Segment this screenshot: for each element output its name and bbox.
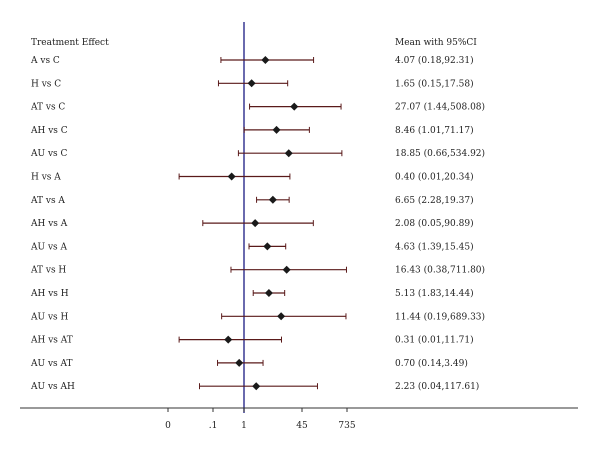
mean-marker (277, 312, 286, 321)
row-estimate-text: 0.70 (0.14,3.49) (395, 358, 468, 369)
row-label: AU vs H (30, 312, 69, 322)
row-label: AU vs C (30, 149, 68, 159)
mean-marker (235, 358, 244, 367)
left-header: Treatment Effect (31, 38, 109, 48)
mean-marker (261, 56, 270, 64)
x-tick-label: 0 (165, 421, 171, 431)
x-axis: 0 .1 1 45 735 (20, 407, 578, 431)
forest-row: AU vs AT 0.70 (0.14,3.49) (30, 358, 468, 369)
mean-marker (263, 242, 272, 251)
row-estimate-text: 2.23 (0.04,117.61) (395, 381, 479, 392)
row-label: AH vs A (30, 219, 68, 229)
row-estimate-text: 1.65 (0.15,17.58) (395, 78, 474, 89)
row-estimate-text: 2.08 (0.05,90.89) (395, 218, 474, 229)
rows-layer: A vs C 4.07 (0.18,92.31) H vs C 1.65 (0.15,… (30, 55, 485, 392)
row-label: AH vs C (30, 126, 68, 136)
forest-row: H vs A 0.40 (0.01,20.34) (31, 172, 474, 183)
row-estimate-text: 11.44 (0.19,689.33) (395, 311, 485, 322)
mean-marker (290, 102, 299, 111)
row-estimate-text: 0.31 (0.01,11.71) (395, 335, 474, 346)
row-label: AH vs AT (30, 336, 73, 346)
mean-marker (282, 265, 291, 274)
row-estimate-text: 0.40 (0.01,20.34) (395, 172, 474, 183)
forest-row: AU vs C 18.85 (0.66,534.92) (30, 148, 485, 159)
row-label: AU vs A (30, 242, 68, 252)
row-label: AU vs AH (30, 382, 75, 392)
right-header: Mean with 95%CI (395, 38, 477, 48)
forest-row: AU vs A 4.63 (1.39,15.45) (30, 241, 474, 252)
x-tick-label: .1 (209, 421, 218, 431)
row-label: A vs C (30, 56, 60, 66)
row-label: H vs C (31, 79, 61, 89)
row-label: AT vs A (30, 196, 65, 206)
forest-row: AT vs H 16.43 (0.38,711.80) (30, 265, 485, 276)
row-estimate-text: 4.07 (0.18,92.31) (395, 55, 474, 66)
forest-row: AT vs C 27.07 (1.44,508.08) (30, 102, 485, 113)
mean-marker (252, 382, 261, 391)
row-label: AT vs H (30, 266, 66, 276)
row-estimate-text: 27.07 (1.44,508.08) (395, 102, 485, 113)
row-estimate-text: 18.85 (0.66,534.92) (395, 148, 485, 159)
x-tick-label: 1 (241, 421, 247, 431)
forest-row: AU vs H 11.44 (0.19,689.33) (30, 311, 485, 322)
mean-marker (272, 125, 281, 134)
forest-row: A vs C 4.07 (0.18,92.31) (30, 55, 474, 66)
row-estimate-text: 5.13 (1.83,14.44) (395, 288, 474, 299)
x-tick-label: 735 (338, 421, 355, 431)
x-tick-label: 45 (296, 421, 308, 431)
row-label: AT vs C (30, 103, 65, 113)
forest-row: AH vs AT 0.31 (0.01,11.71) (30, 335, 474, 346)
row-estimate-text: 4.63 (1.39,15.45) (395, 241, 474, 252)
row-estimate-text: 8.46 (1.01,71.17) (395, 125, 474, 136)
forest-row: H vs C 1.65 (0.15,17.58) (31, 78, 474, 89)
mean-marker (224, 335, 233, 344)
row-label: H vs A (31, 173, 61, 183)
row-estimate-text: 6.65 (2.28,19.37) (395, 195, 474, 206)
mean-marker (251, 219, 260, 228)
row-label: AU vs AT (30, 359, 73, 369)
forest-row: AH vs A 2.08 (0.05,90.89) (30, 218, 474, 229)
forest-row: AH vs H 5.13 (1.83,14.44) (30, 288, 474, 299)
mean-marker (247, 79, 256, 88)
row-estimate-text: 16.43 (0.38,711.80) (395, 265, 485, 276)
mean-marker (268, 195, 277, 204)
mean-marker (264, 289, 273, 297)
forest-row: AT vs A 6.65 (2.28,19.37) (30, 195, 474, 206)
mean-marker (227, 172, 236, 181)
row-label: AH vs H (30, 289, 69, 299)
mean-marker (284, 149, 293, 158)
forest-row: AU vs AH 2.23 (0.04,117.61) (30, 381, 479, 392)
forest-row: AH vs C 8.46 (1.01,71.17) (30, 125, 474, 136)
